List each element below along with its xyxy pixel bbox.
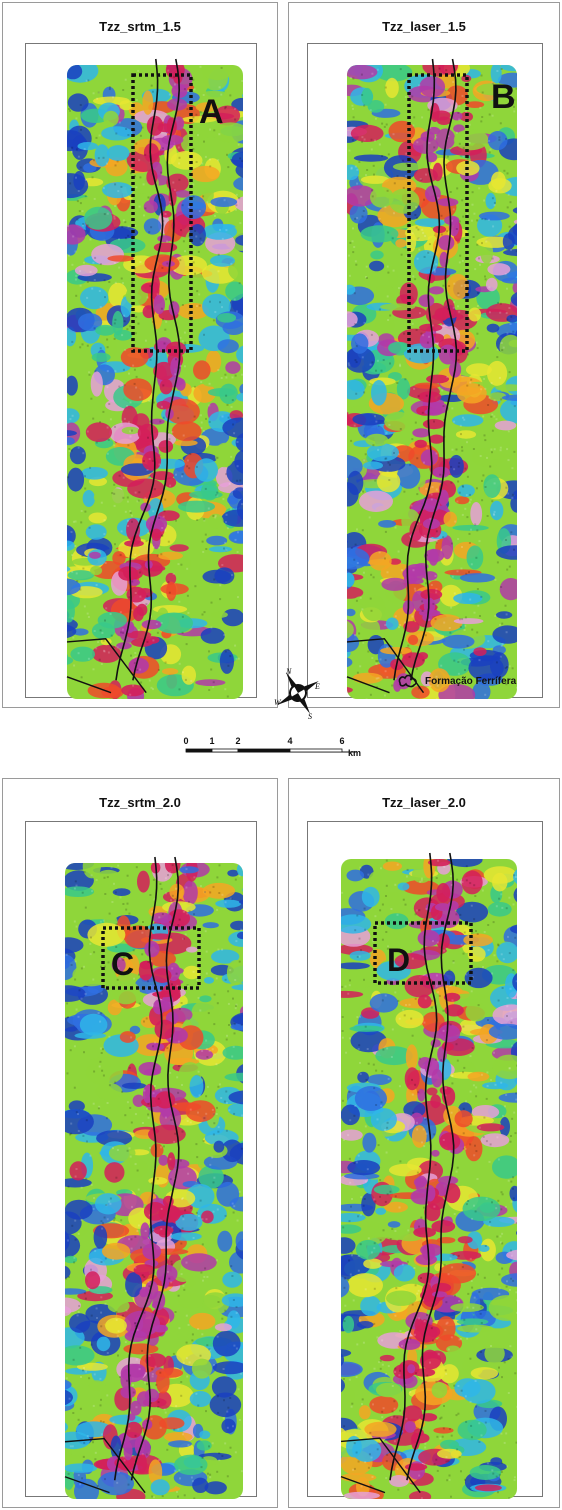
highlight-box-label: D — [387, 942, 410, 978]
scale-tick-label: 1 — [209, 736, 214, 746]
highlight-box — [101, 926, 201, 990]
iron-formation-branch — [64, 1476, 110, 1494]
iron-formation-branch — [64, 1437, 146, 1494]
scale-tick-label: 2 — [235, 736, 240, 746]
compass-e-label: E — [314, 682, 320, 691]
anomaly-map: B — [346, 58, 517, 699]
highlight-box-label: A — [199, 93, 224, 131]
north-arrow-compass: N E S W — [270, 665, 326, 721]
compass-w-label: W — [274, 698, 282, 707]
compass-s-label: S — [308, 712, 312, 721]
anomaly-map: D — [340, 852, 517, 1499]
iron-formation-boundary-west — [393, 58, 441, 681]
iron-formation-boundary-east — [132, 58, 181, 681]
highlight-box — [131, 73, 193, 353]
iron-formation-branch — [66, 638, 147, 694]
legend: Formação Ferrífera — [397, 673, 516, 689]
panel-title: Tzz_laser_1.5 — [382, 19, 466, 34]
scale-bar-segment — [237, 748, 291, 753]
scale-tick-label: 4 — [287, 736, 292, 746]
iron-formation-boundary-west — [115, 58, 164, 681]
anomaly-map: A — [66, 58, 243, 699]
map-panel-tzz-srtm-2-0: Tzz_srtm_2.0 C — [2, 778, 278, 1508]
panel-title: Tzz_srtm_1.5 — [99, 19, 181, 34]
iron-formation-boundary-west — [113, 856, 163, 1481]
compass-n-label: N — [285, 667, 292, 676]
scale-bar-segment — [211, 748, 239, 753]
scale-unit-label: km — [348, 748, 361, 758]
iron-formation-boundary-west — [389, 852, 438, 1481]
scale-bar: 0 1 2 4 6 km — [183, 736, 361, 758]
scale-bar-segment — [185, 748, 213, 753]
anomaly-map: C — [64, 856, 243, 1499]
iron-formation-outline-icon — [398, 674, 417, 688]
iron-formation-branch — [66, 676, 112, 694]
highlight-box — [407, 73, 469, 353]
scale-tick-label: 6 — [339, 736, 344, 746]
scale-tick-label: 0 — [183, 736, 188, 746]
map-panel-tzz-laser-2-0: Tzz_laser_2.0 D — [288, 778, 560, 1508]
highlight-box-label: B — [491, 78, 516, 116]
highlight-box-label: C — [111, 946, 134, 982]
highlight-box — [373, 921, 473, 985]
iron-formation-boundary-east — [406, 852, 455, 1481]
iron-formation-branch — [346, 638, 425, 694]
scale-bar-segment — [289, 748, 343, 753]
iron-formation-boundary-east — [130, 856, 180, 1481]
map-panel-tzz-srtm-1-5: Tzz_srtm_1.5 A — [2, 2, 278, 708]
iron-formation-branch — [346, 676, 390, 694]
iron-formation-branch — [340, 1437, 421, 1494]
iron-formation-branch — [340, 1475, 386, 1494]
panel-title: Tzz_srtm_2.0 — [99, 795, 181, 810]
map-panel-tzz-laser-1-5: Tzz_laser_1.5 B — [288, 2, 560, 708]
panel-title: Tzz_laser_2.0 — [382, 795, 466, 810]
legend-label: Formação Ferrífera — [425, 675, 517, 687]
iron-formation-boundary-east — [410, 58, 458, 681]
